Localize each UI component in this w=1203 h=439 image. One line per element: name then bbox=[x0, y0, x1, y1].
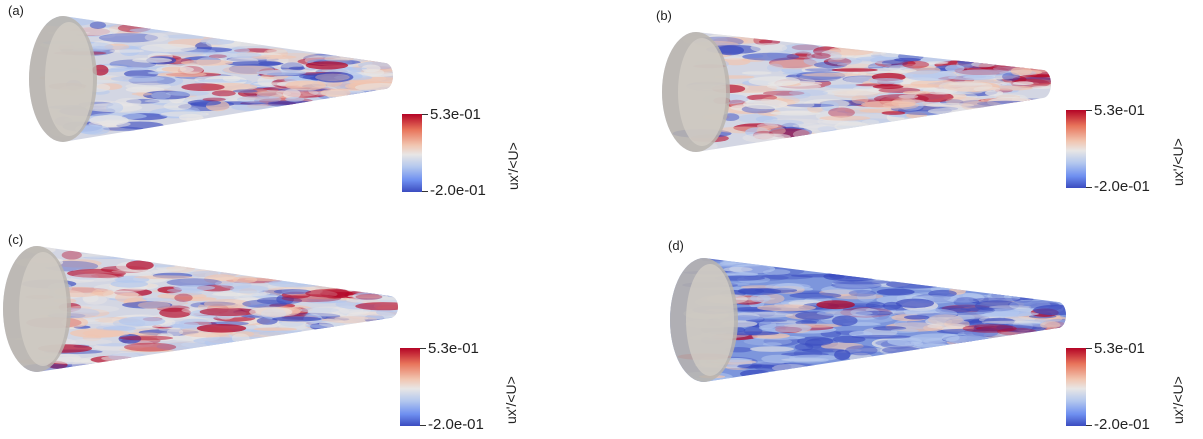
colorbar-title: ux'/<U> bbox=[505, 142, 521, 190]
panel-label: (d) bbox=[668, 238, 684, 253]
colorbar-max-label: 5.3e-01 bbox=[1094, 340, 1145, 357]
cone-surface-image bbox=[29, 16, 393, 142]
panel-label: (c) bbox=[8, 232, 24, 247]
colorbar-max-label: 5.3e-01 bbox=[430, 106, 481, 123]
panel-a: (a) 5.3e-01 -2.0e-01 ux'/<U> bbox=[0, 0, 600, 220]
colorbar-tick bbox=[422, 114, 428, 115]
colorbar-max-label: 5.3e-01 bbox=[1094, 102, 1145, 119]
cone-surface-image bbox=[662, 32, 1051, 152]
colorbar-min-label: -2.0e-01 bbox=[430, 182, 486, 199]
colorbar-min-label: -2.0e-01 bbox=[1094, 416, 1150, 433]
colorbar-tick bbox=[1086, 425, 1092, 426]
panel-c: (c) 5.3e-01 -2.0e-01 ux'/<U> bbox=[0, 220, 600, 439]
colorbar-tick bbox=[1086, 348, 1092, 349]
colorbar bbox=[400, 348, 420, 426]
colorbar-title: ux'/<U> bbox=[1170, 376, 1186, 424]
colorbar bbox=[402, 114, 422, 192]
panel-label: (a) bbox=[8, 3, 24, 18]
cone-surface-image bbox=[670, 258, 1066, 382]
colorbar-tick bbox=[420, 348, 426, 349]
colorbar-max-label: 5.3e-01 bbox=[428, 340, 479, 357]
colorbar-tick bbox=[422, 191, 428, 192]
colorbar bbox=[1066, 348, 1086, 426]
colorbar-tick bbox=[1086, 187, 1092, 188]
colorbar-tick bbox=[1086, 110, 1092, 111]
colorbar-tick bbox=[420, 425, 426, 426]
colorbar-min-label: -2.0e-01 bbox=[428, 416, 484, 433]
panel-d: (d) 5.3e-01 -2.0e-01 ux'/<U> bbox=[600, 220, 1203, 439]
cone-surface-image bbox=[3, 246, 398, 372]
panel-label: (b) bbox=[656, 8, 672, 23]
colorbar bbox=[1066, 110, 1086, 188]
colorbar-min-label: -2.0e-01 bbox=[1094, 178, 1150, 195]
colorbar-title: ux'/<U> bbox=[1170, 138, 1186, 186]
colorbar-title: ux'/<U> bbox=[503, 376, 519, 424]
panel-b: (b) 5.3e-01 -2.0e-01 ux'/<U> bbox=[600, 0, 1203, 220]
